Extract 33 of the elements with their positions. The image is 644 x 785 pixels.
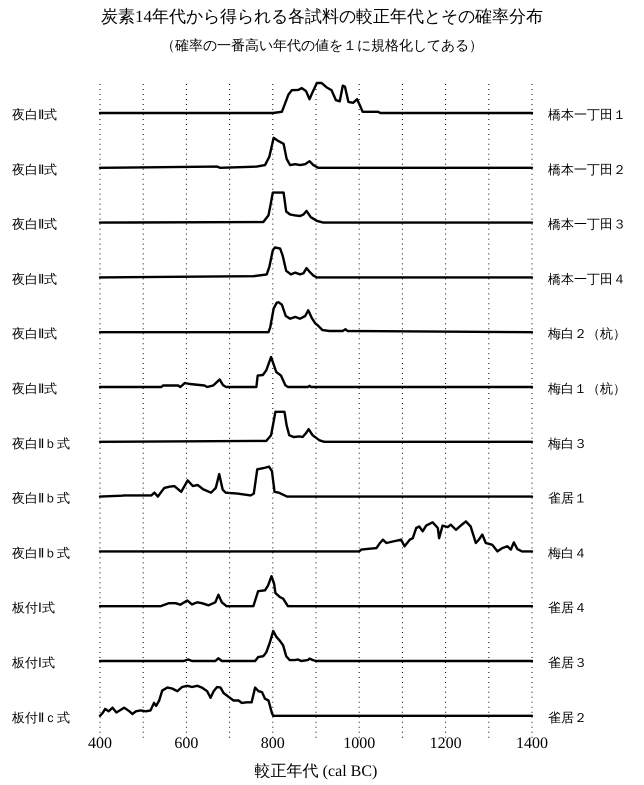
y2-axis-title: 雀居４: [548, 600, 587, 616]
y-axis-title: 夜白Ⅱ式: [12, 271, 57, 286]
y2-axis-title: 雀居１: [548, 490, 587, 506]
x-tick-label: 800: [260, 734, 285, 752]
y-axis-title: 夜白Ⅱ式: [12, 107, 57, 122]
y2-axis-title: 橋本一丁田１: [548, 107, 626, 122]
x-tick-label: 400: [88, 734, 112, 752]
y-axis-title: 板付Ⅱｃ式: [11, 710, 70, 725]
y-axis-title: 夜白Ⅱ式: [12, 162, 57, 177]
y-axis-title: 夜白Ⅱ式: [12, 216, 57, 232]
y2-axis-title: 梅白４: [547, 545, 587, 560]
x-tick-label: 1400: [516, 734, 548, 752]
x-tick-label: 1200: [430, 734, 462, 752]
chart-title: 炭素14年代から得られる各試料の較正年代とその確率分布: [101, 7, 543, 26]
y-axis-title: 夜白Ⅱｂ式: [12, 490, 70, 506]
y2-axis-title: 橋本一丁田３: [548, 216, 626, 232]
x-tick-label: 1000: [343, 734, 376, 752]
y2-axis-title: 橋本一丁田４: [548, 271, 626, 286]
y2-axis-title: 雀居２: [548, 710, 587, 725]
y2-axis-title: 橋本一丁田２: [548, 162, 626, 177]
x-axis-title: 較正年代 (cal BC): [254, 762, 378, 780]
x-tick-label: 600: [174, 734, 198, 752]
y-axis-title: 夜白Ⅱｂ式: [12, 545, 70, 560]
y2-axis-title: 梅白３: [547, 436, 587, 451]
y2-axis-title: 雀居３: [548, 655, 587, 670]
y2-axis-title: 梅白２（杭）: [547, 326, 626, 342]
y2-axis-title: 梅白１（杭）: [547, 381, 626, 396]
y-axis-title: 夜白Ⅱ式: [12, 381, 57, 396]
y-axis-title: 板付Ⅰ式: [11, 655, 55, 670]
y-axis-title: 板付Ⅰ式: [11, 600, 55, 616]
y-axis-title: 夜白Ⅱｂ式: [12, 436, 70, 451]
y-axis-title: 夜白Ⅱ式: [12, 326, 57, 342]
chart-subtitle: （確率の一番高い年代の値を１に規格化してある）: [161, 38, 483, 54]
